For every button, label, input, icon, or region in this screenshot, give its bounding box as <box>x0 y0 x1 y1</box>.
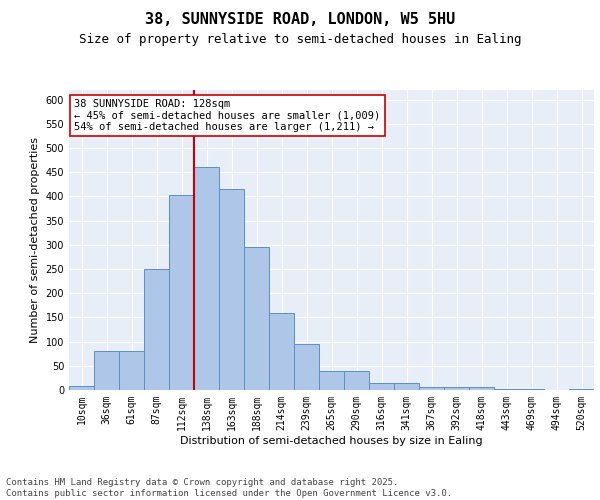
Bar <box>469 386 494 390</box>
Bar <box>244 248 269 390</box>
Bar <box>319 370 344 390</box>
Bar <box>194 168 219 390</box>
Text: 38 SUNNYSIDE ROAD: 128sqm
← 45% of semi-detached houses are smaller (1,009)
54% : 38 SUNNYSIDE ROAD: 128sqm ← 45% of semi-… <box>74 99 380 132</box>
Bar <box>419 386 444 390</box>
Bar <box>519 389 544 390</box>
Bar <box>269 312 294 390</box>
Text: 38, SUNNYSIDE ROAD, LONDON, W5 5HU: 38, SUNNYSIDE ROAD, LONDON, W5 5HU <box>145 12 455 28</box>
Bar <box>119 352 144 390</box>
Bar <box>69 386 94 390</box>
Text: Contains HM Land Registry data © Crown copyright and database right 2025.
Contai: Contains HM Land Registry data © Crown c… <box>6 478 452 498</box>
X-axis label: Distribution of semi-detached houses by size in Ealing: Distribution of semi-detached houses by … <box>180 436 483 446</box>
Bar <box>344 370 369 390</box>
Bar <box>369 382 394 390</box>
Bar <box>294 344 319 390</box>
Bar <box>169 195 194 390</box>
Bar <box>94 352 119 390</box>
Bar <box>394 382 419 390</box>
Bar <box>219 189 244 390</box>
Text: Size of property relative to semi-detached houses in Ealing: Size of property relative to semi-detach… <box>79 32 521 46</box>
Y-axis label: Number of semi-detached properties: Number of semi-detached properties <box>30 137 40 343</box>
Bar <box>444 386 469 390</box>
Bar <box>494 389 519 390</box>
Bar <box>569 388 594 390</box>
Bar <box>144 269 169 390</box>
